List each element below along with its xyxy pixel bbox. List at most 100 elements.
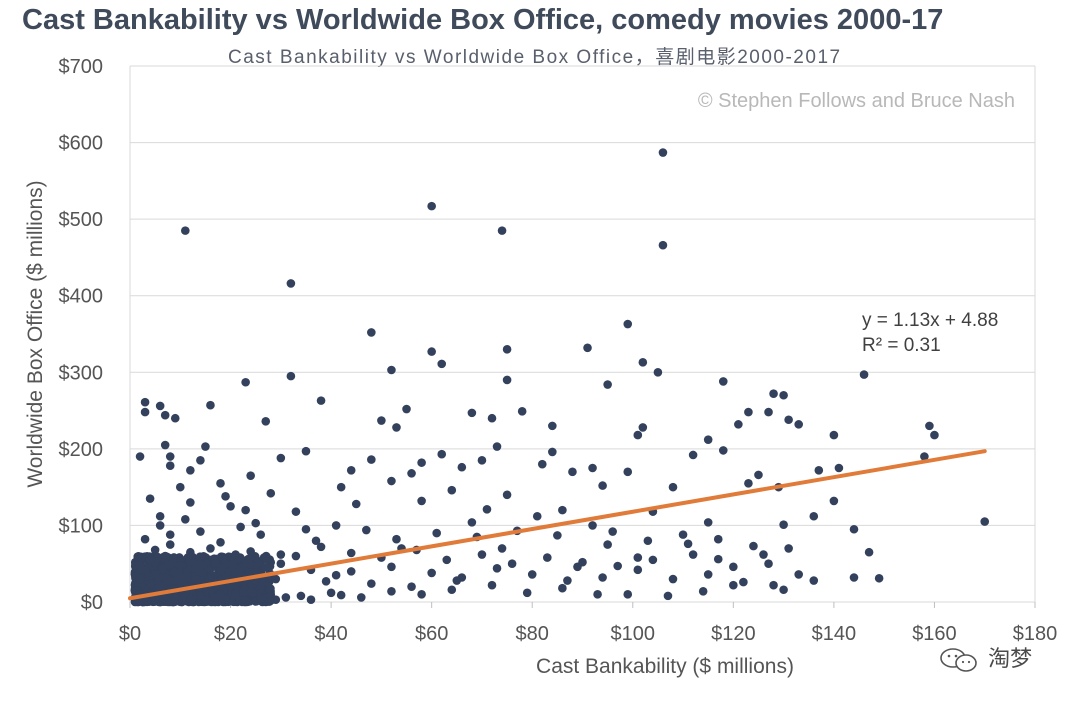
data-point	[402, 404, 411, 414]
data-point	[603, 380, 612, 389]
data-point	[613, 561, 622, 571]
data-point	[246, 471, 255, 480]
data-point	[196, 527, 205, 536]
data-point	[145, 555, 155, 565]
x-tick-label: $180	[1013, 623, 1058, 645]
data-point	[417, 496, 426, 506]
data-point	[296, 591, 306, 601]
data-point	[729, 580, 738, 590]
data-point	[829, 430, 839, 440]
data-point	[276, 453, 286, 463]
data-point	[794, 420, 803, 429]
data-point	[779, 520, 788, 529]
data-point	[165, 530, 175, 539]
data-point	[387, 586, 396, 596]
data-point	[588, 463, 597, 473]
data-point	[507, 559, 517, 569]
data-point	[502, 490, 512, 500]
data-point	[729, 562, 738, 572]
data-point	[145, 494, 155, 503]
data-point	[165, 452, 175, 461]
data-point	[236, 522, 245, 532]
x-tick-label: $0	[119, 623, 141, 645]
data-point	[688, 450, 698, 460]
data-point	[754, 470, 763, 480]
data-point	[206, 400, 215, 410]
data-point	[261, 554, 271, 564]
data-point	[216, 567, 225, 576]
y-tick-label: $700	[59, 56, 104, 78]
data-point	[246, 547, 255, 556]
data-point	[718, 446, 728, 455]
x-tick-label: $100	[611, 623, 656, 645]
data-point	[155, 582, 165, 591]
data-point	[407, 582, 416, 591]
data-point	[301, 524, 311, 534]
data-point	[930, 430, 939, 440]
data-point	[387, 365, 396, 375]
data-point	[633, 553, 643, 562]
data-point	[809, 576, 819, 585]
data-point	[291, 507, 301, 516]
data-point	[150, 545, 160, 555]
data-point	[196, 456, 205, 465]
data-point	[779, 390, 788, 400]
data-point	[165, 540, 175, 549]
data-point	[177, 595, 187, 604]
data-point	[683, 539, 693, 549]
data-point	[980, 517, 990, 526]
data-point	[377, 416, 386, 425]
data-point	[864, 547, 874, 557]
data-point	[161, 573, 171, 583]
data-point	[703, 570, 713, 579]
data-point	[256, 594, 266, 604]
data-point	[417, 458, 426, 467]
data-point	[603, 540, 612, 549]
data-points	[130, 148, 990, 607]
data-point	[583, 343, 592, 353]
data-point	[703, 518, 713, 527]
trendline-equation: y = 1.13x + 4.88	[862, 310, 998, 331]
data-point	[447, 585, 457, 595]
data-point	[759, 550, 768, 559]
data-point	[522, 588, 532, 598]
data-point	[367, 455, 376, 464]
data-point	[568, 467, 577, 477]
data-point	[427, 568, 436, 578]
data-point	[195, 552, 205, 562]
data-point	[794, 570, 803, 579]
data-point	[158, 565, 167, 575]
data-point	[764, 407, 773, 417]
data-point	[387, 476, 396, 486]
x-tick-label: $160	[912, 623, 957, 645]
data-point	[487, 413, 497, 423]
data-point	[392, 534, 401, 544]
data-point	[316, 396, 326, 405]
data-point	[155, 521, 165, 530]
data-point	[231, 590, 240, 599]
data-point	[145, 579, 155, 588]
data-point	[170, 593, 180, 603]
data-point	[734, 420, 743, 429]
data-point	[216, 537, 225, 547]
data-point	[346, 465, 356, 475]
data-point	[638, 423, 648, 432]
chart-title: Cast Bankability vs Worldwide Box Office…	[22, 4, 944, 36]
data-point	[160, 410, 170, 420]
data-point	[179, 574, 189, 584]
data-point	[241, 505, 250, 515]
x-tick-label: $60	[415, 623, 448, 645]
data-point	[588, 521, 597, 530]
data-point	[221, 492, 230, 501]
data-point	[206, 574, 215, 584]
data-point	[548, 421, 557, 431]
data-point	[477, 456, 487, 465]
data-point	[633, 565, 643, 575]
data-point	[437, 359, 447, 369]
data-point	[186, 498, 195, 507]
x-axis-label: Cast Bankability ($ millions)	[536, 655, 794, 678]
data-point	[764, 559, 773, 569]
data-point	[593, 590, 602, 599]
watermark: 淘梦	[938, 641, 1032, 673]
data-point	[181, 226, 190, 235]
